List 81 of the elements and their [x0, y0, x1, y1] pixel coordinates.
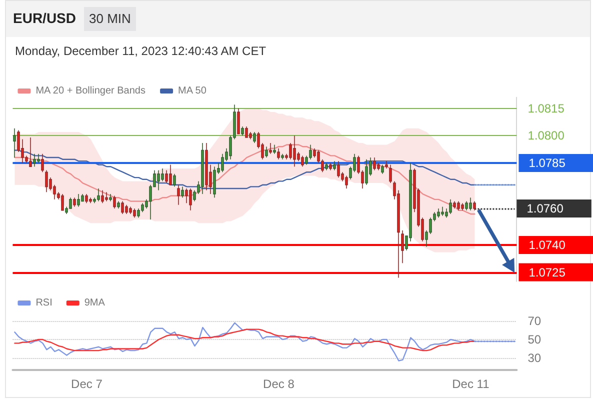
candlestick [325, 162, 328, 171]
candlestick [329, 162, 332, 171]
x-tick-label: Dec 11 [452, 377, 490, 391]
candlestick [181, 186, 184, 198]
candlestick [385, 160, 388, 169]
ref-line-label: 1.0800 [528, 128, 565, 143]
chart-title: EUR/USD [13, 10, 76, 26]
candlestick [245, 126, 248, 138]
candlestick [457, 200, 460, 211]
candlestick [113, 195, 116, 209]
candlestick [45, 170, 48, 193]
candlestick [441, 206, 444, 216]
candlestick [121, 200, 124, 214]
legend-label: MA 50 [178, 86, 207, 96]
candlestick [453, 200, 456, 209]
line-series [14, 328, 476, 352]
legend-label: RSI [36, 298, 52, 308]
candlestick [73, 197, 76, 208]
candlestick [213, 166, 216, 198]
candlestick [189, 188, 192, 211]
legend-label: MA 20 + Bollinger Bands [36, 86, 146, 96]
candlestick [201, 142, 204, 194]
candlestick [237, 108, 240, 134]
candlestick [281, 153, 284, 160]
candlestick [97, 188, 100, 202]
candlestick [301, 155, 304, 168]
x-tick-label: Dec 7 [71, 377, 103, 391]
candlestick [401, 230, 404, 264]
candlestick [473, 200, 476, 211]
y-tick-label: 50 [528, 332, 542, 346]
y-tick-label: 30 [528, 350, 542, 365]
candlestick [29, 137, 32, 168]
candlestick [109, 194, 112, 202]
candlestick [337, 160, 340, 178]
candlestick [177, 184, 180, 206]
candlestick [33, 153, 36, 168]
candlestick [373, 157, 376, 171]
candlestick [465, 200, 468, 211]
candlestick [129, 206, 132, 214]
candlestick [169, 164, 172, 186]
candlestick [89, 197, 92, 204]
chart-subtitle: 30 MIN [84, 7, 136, 31]
candlestick [253, 132, 256, 144]
candlestick [461, 202, 464, 211]
candlestick [133, 208, 136, 218]
candlestick [105, 192, 108, 202]
candlestick [205, 142, 208, 191]
candlestick [469, 197, 472, 211]
candlestick [77, 194, 80, 208]
ref-line-label: 1.0760 [526, 202, 564, 216]
candlestick [241, 126, 244, 136]
candlestick [381, 164, 384, 174]
candlestick [41, 153, 44, 172]
ref-line-label: 1.0740 [528, 238, 566, 252]
candlestick [125, 204, 128, 214]
candlestick [293, 135, 296, 168]
candlestick [85, 194, 88, 204]
x-tick-label: Dec 8 [263, 377, 295, 391]
candlestick [101, 190, 104, 204]
candlestick [273, 144, 276, 154]
legend-label: 9MA [84, 298, 106, 308]
candlestick [333, 160, 336, 171]
candlestick [365, 158, 368, 186]
candlestick [13, 128, 16, 158]
candlestick [345, 175, 348, 189]
ref-line-label: 1.0785 [528, 156, 566, 170]
candlestick [173, 174, 176, 188]
candlestick [37, 153, 40, 164]
candlestick [265, 146, 268, 158]
text: Monday, December 11, 2023 12:40:43 AM CET [15, 44, 266, 58]
ref-line-label: 1.0815 [528, 101, 565, 116]
candlestick [437, 208, 440, 218]
candlestick [61, 194, 64, 211]
candlestick [389, 164, 392, 184]
candlestick [269, 142, 272, 154]
candlestick [449, 199, 452, 214]
y-tick-label: 70 [528, 314, 542, 328]
candlestick [277, 148, 280, 160]
ref-line-label: 1.0725 [528, 265, 566, 280]
candlestick [157, 170, 160, 191]
candlestick [117, 200, 120, 209]
